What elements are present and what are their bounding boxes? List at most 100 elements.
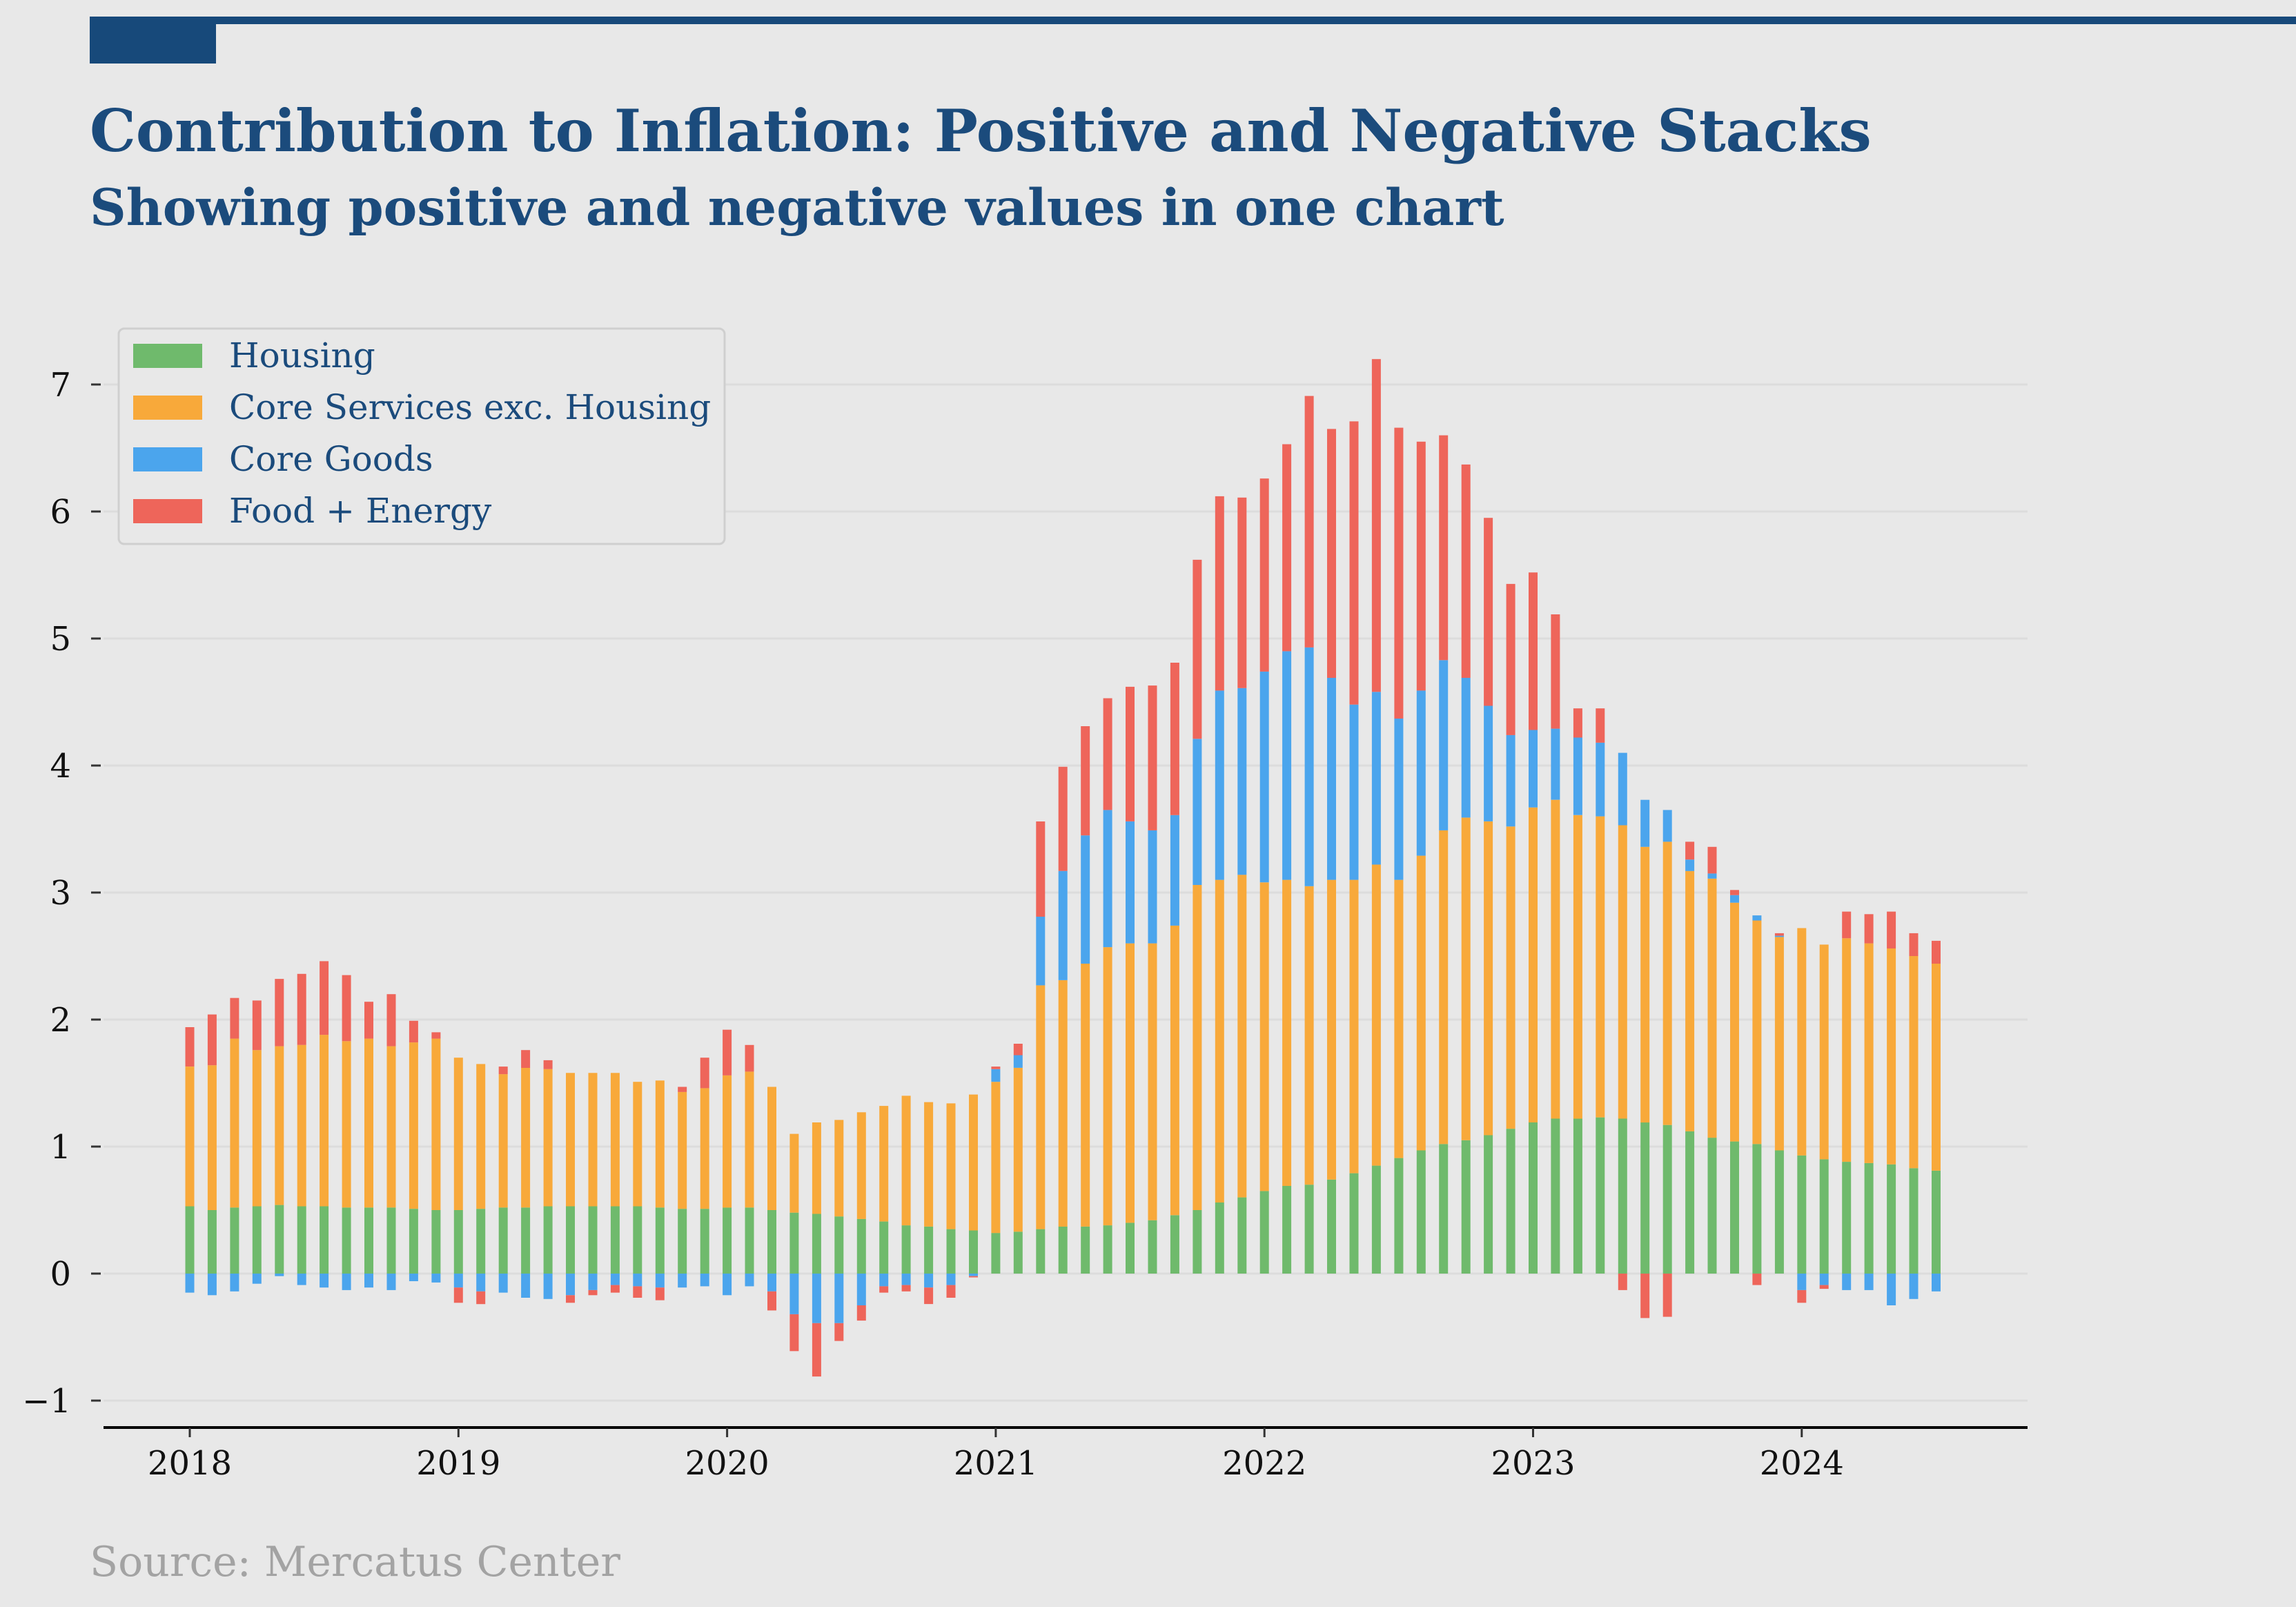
bar-segment	[1126, 821, 1135, 944]
bar-segment	[834, 1216, 844, 1274]
bar-segment	[633, 1286, 642, 1298]
bar-segment	[1506, 1129, 1515, 1274]
bar-segment	[1618, 1274, 1627, 1290]
bar-segment	[409, 1209, 418, 1274]
bar-segment	[476, 1064, 486, 1209]
bar-segment	[1282, 879, 1292, 1186]
bar-segment	[1259, 671, 1269, 883]
bar-segment	[1439, 830, 1449, 1145]
bar-segment	[1170, 663, 1179, 815]
bar-segment	[1529, 1122, 1538, 1274]
bar-segment	[969, 1274, 978, 1276]
bar-segment	[946, 1229, 956, 1274]
bar-segment	[1371, 359, 1381, 692]
chart-title: Contribution to Inflation: Positive and …	[90, 97, 1872, 165]
bar-segment	[1551, 1118, 1560, 1274]
bar-segment	[1215, 496, 1224, 691]
bar-segment	[1685, 870, 1695, 1131]
legend-swatch	[133, 396, 202, 420]
bar-segment	[1036, 917, 1046, 986]
bar-segment	[1013, 1055, 1023, 1068]
x-tick-label: 2018	[148, 1444, 232, 1483]
bar-segment	[901, 1274, 911, 1285]
bar-segment	[207, 1065, 217, 1210]
axes: −1 0 1 2 3 4 5 6 7 2018 2019 2020 2021 2022 2023 2024	[22, 366, 2028, 1483]
bar-segment	[1529, 807, 1538, 1122]
bar-segment	[1304, 1185, 1314, 1274]
bar-segment	[1932, 1171, 1941, 1274]
bar-segment	[1349, 879, 1359, 1173]
bar-segment	[1013, 1231, 1023, 1274]
bar-segment	[1573, 737, 1582, 815]
bar-segment	[1259, 882, 1269, 1191]
bar-segment	[1864, 943, 1874, 1163]
bar-segment	[1707, 873, 1717, 879]
bar-segment	[879, 1221, 889, 1274]
legend-swatch	[133, 447, 202, 471]
bar-segment	[655, 1207, 665, 1274]
bar-segment	[610, 1206, 620, 1274]
bar-segment	[1596, 816, 1605, 1118]
x-tick-label: 2019	[416, 1444, 500, 1483]
bar-segment	[1215, 690, 1224, 880]
bar-segment	[1618, 825, 1627, 1119]
bar-segment	[252, 1050, 262, 1207]
bar-segment	[789, 1274, 799, 1314]
bar-segment	[812, 1214, 821, 1274]
bar-segment	[476, 1274, 486, 1292]
bar-segment	[1819, 1274, 1829, 1285]
bar-segment	[1596, 1117, 1605, 1274]
bar-segment	[364, 1207, 373, 1274]
bar-segment	[1909, 1274, 1919, 1299]
legend-swatch	[133, 499, 202, 523]
bar-segment	[1013, 1044, 1023, 1055]
bar-segment	[946, 1285, 956, 1298]
bar-segment	[1819, 944, 1829, 1160]
legend-label: Core Goods	[229, 439, 433, 479]
bar-segment	[1774, 937, 1784, 1151]
bar-segment	[856, 1112, 866, 1219]
bar-segment	[1797, 1274, 1807, 1290]
bar-segment	[1887, 1164, 1896, 1274]
bar-segment	[991, 1067, 1001, 1069]
bar-segment	[1640, 1122, 1650, 1274]
bar-segment	[1371, 1165, 1381, 1274]
bar-segment	[1685, 841, 1695, 860]
bar-segment	[1774, 933, 1784, 936]
bar-segment	[1394, 427, 1404, 719]
bar-segment	[1506, 826, 1515, 1129]
bar-segment	[901, 1095, 911, 1226]
bar-segment	[1304, 886, 1314, 1185]
x-tick-label: 2024	[1760, 1444, 1844, 1483]
bar-segment	[1215, 1202, 1224, 1274]
bar-segment	[1394, 1158, 1404, 1274]
bar-segment	[767, 1210, 776, 1274]
bar-segment	[1707, 846, 1717, 874]
bar-segment	[498, 1067, 508, 1075]
bar-segment	[1909, 1168, 1919, 1274]
y-tick-label: 0	[50, 1255, 71, 1294]
bar-segment	[1752, 915, 1762, 921]
bar-segment	[1103, 698, 1112, 810]
bar-segment	[1461, 817, 1471, 1140]
bar-segment	[320, 1274, 329, 1288]
bar-segment	[1932, 940, 1941, 964]
bar-segment	[230, 997, 239, 1039]
bar-segment	[1193, 559, 1202, 739]
bar-segment	[1058, 766, 1068, 871]
bar-segment	[185, 1274, 195, 1293]
legend-swatch	[133, 344, 202, 368]
bar-segment	[1058, 980, 1068, 1227]
bar-segment	[655, 1287, 665, 1301]
bar-segment	[1371, 692, 1381, 865]
x-tick-label: 2023	[1491, 1444, 1575, 1483]
bar-segment	[789, 1212, 799, 1274]
bar-segment	[1529, 730, 1538, 808]
bar-segment	[431, 1032, 441, 1039]
source-note: Source: Mercatus Center	[90, 1538, 620, 1586]
bar-segment	[1439, 435, 1449, 661]
bar-segment	[566, 1206, 575, 1274]
bar-segment	[789, 1314, 799, 1352]
bar-segment	[498, 1207, 508, 1274]
